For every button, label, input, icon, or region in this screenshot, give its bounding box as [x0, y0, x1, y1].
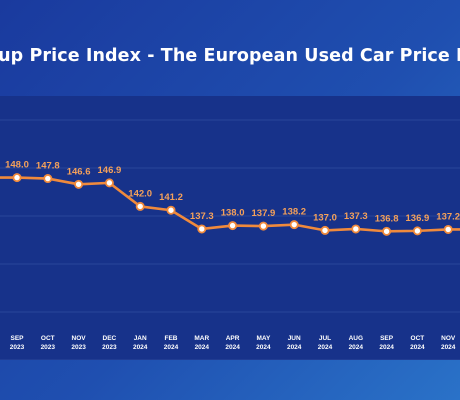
x-tick-labels: SEP 2023 OCT 2023 NOV 2023 DEC 2023 JAN 2024 FEB 20…	[10, 335, 456, 351]
x-tick-month: JUN	[288, 335, 301, 342]
x-tick-year: 2024	[349, 344, 364, 351]
x-tick-month: MAY	[256, 335, 271, 342]
x-tick-year: 2024	[195, 344, 210, 351]
data-point	[289, 220, 299, 230]
x-tick-month: JAN	[134, 335, 147, 342]
chart-panel: 148.0 147.8 146.6 146.9 142.0 141.2 137.3 138.0…	[0, 96, 460, 360]
data-label: 146.6	[67, 166, 91, 177]
data-label: 141.2	[159, 192, 183, 203]
x-tick-month: SEP	[380, 335, 394, 342]
series-line-group	[0, 173, 460, 236]
page-title: oup Price Index - The European Used Car …	[0, 46, 460, 72]
data-point	[351, 224, 361, 234]
x-tick-year: 2024	[256, 344, 271, 351]
x-tick-year: 2024	[318, 344, 333, 351]
data-label: 136.9	[406, 213, 430, 224]
data-label: 137.9	[252, 208, 276, 219]
data-point	[443, 224, 453, 234]
x-tick-month: JUL	[319, 335, 331, 342]
data-point	[135, 201, 145, 211]
data-label: 148.0	[5, 160, 29, 171]
x-tick-year: 2024	[225, 344, 240, 351]
data-point	[43, 174, 53, 184]
value-labels: 148.0 147.8 146.6 146.9 142.0 141.2 137.3 138.0…	[5, 160, 460, 225]
data-label: 137.0	[313, 212, 337, 223]
price-index-chart: 148.0 147.8 146.6 146.9 142.0 141.2 137.3 138.0…	[0, 119, 460, 360]
data-label: 146.9	[98, 165, 122, 176]
data-point	[320, 225, 330, 235]
data-label: 138.2	[282, 207, 306, 218]
x-tick-year: 2024	[287, 344, 302, 351]
data-point	[12, 173, 22, 183]
x-tick-year: 2023	[10, 344, 25, 351]
data-point	[412, 226, 422, 236]
x-tick-year: 2024	[133, 344, 148, 351]
data-point	[197, 224, 207, 234]
x-tick-month: NOV	[72, 335, 87, 342]
x-tick-year: 2024	[164, 344, 179, 351]
x-tick-year: 2023	[41, 344, 56, 351]
data-point	[258, 221, 268, 231]
x-tick-year: 2024	[379, 344, 394, 351]
x-tick-year: 2023	[71, 344, 86, 351]
x-tick-month: OCT	[41, 335, 55, 342]
x-tick-month: NOV	[441, 335, 456, 342]
data-point	[228, 221, 238, 231]
data-point	[382, 226, 392, 236]
gridlines	[0, 119, 460, 360]
data-label: 137.3	[344, 211, 368, 222]
x-tick-month: MAR	[194, 335, 209, 342]
x-tick-month: AUG	[349, 335, 363, 342]
data-label: 138.0	[221, 208, 245, 219]
data-label: 137.2	[436, 211, 460, 222]
x-tick-year: 2024	[441, 344, 456, 351]
data-label: 136.8	[375, 213, 399, 224]
x-tick-year: 2023	[102, 344, 117, 351]
x-tick-year: 2024	[410, 344, 425, 351]
data-label: 147.8	[36, 161, 60, 172]
x-tick-month: SEP	[10, 335, 24, 342]
x-tick-month: APR	[226, 335, 240, 342]
data-label: 137.3	[190, 211, 214, 222]
data-point	[166, 205, 176, 215]
x-tick-month: OCT	[411, 335, 425, 342]
data-point	[104, 178, 114, 188]
data-point	[74, 179, 84, 189]
x-tick-month: FEB	[165, 335, 178, 342]
x-tick-month: DEC	[103, 335, 117, 342]
data-label: 142.0	[128, 188, 152, 199]
page-title-text: oup Price Index - The European Used Car …	[0, 46, 460, 66]
